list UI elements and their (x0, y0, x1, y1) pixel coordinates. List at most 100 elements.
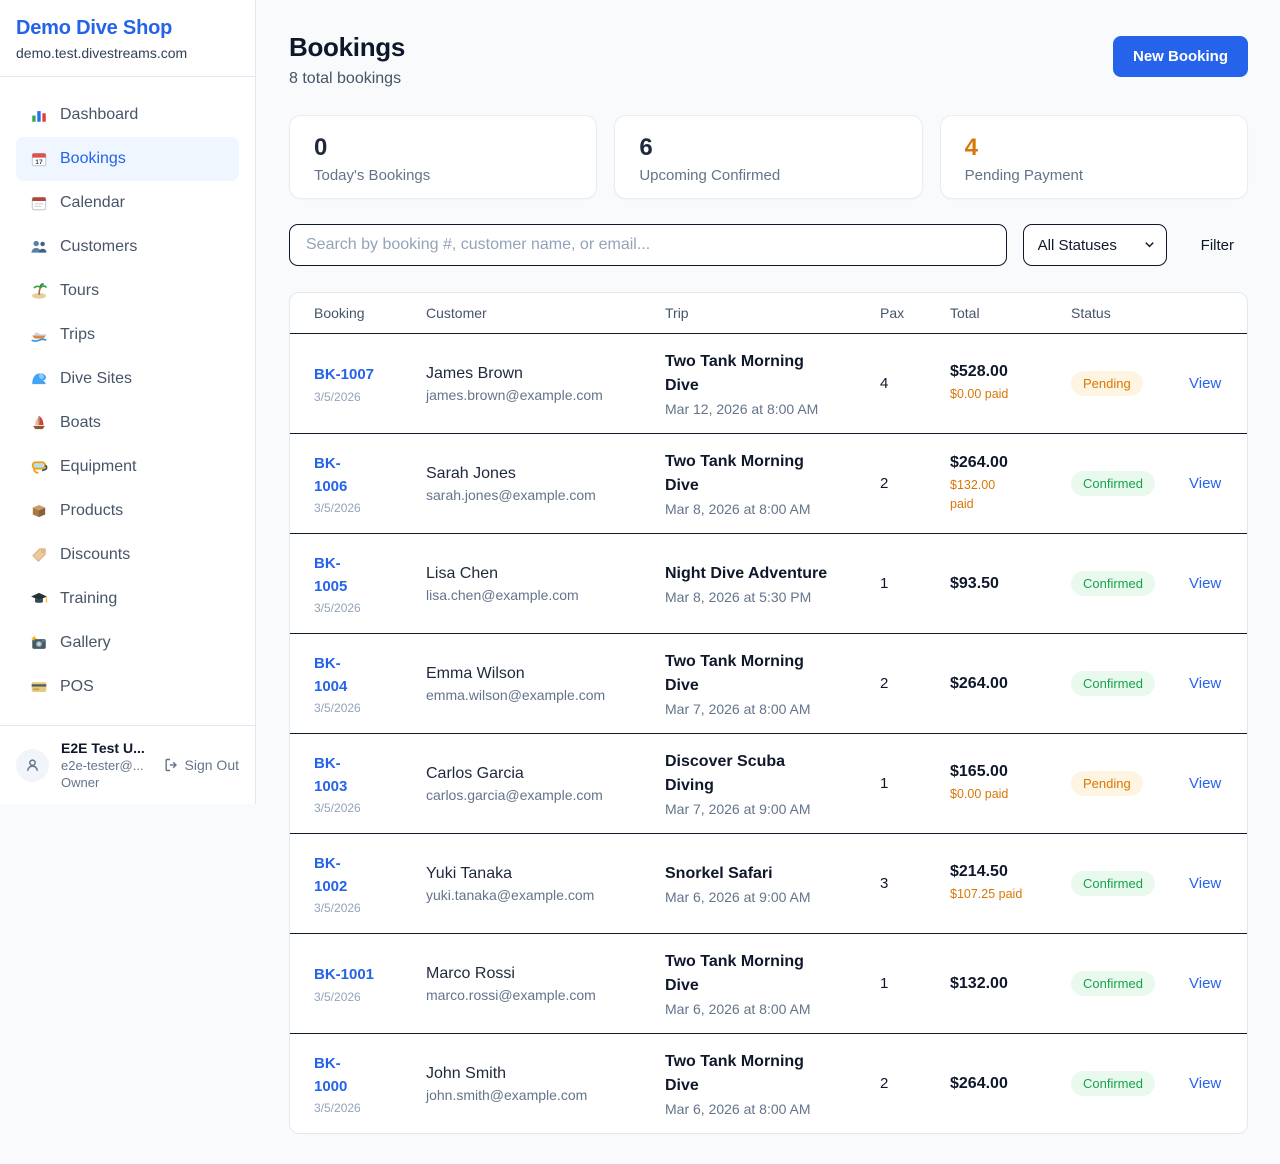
stat-label: Pending Payment (964, 167, 1084, 185)
pax-count: 2 (880, 675, 889, 692)
user-email: e2e-tester@... (61, 758, 144, 773)
booking-date: 3/5/2026 (314, 901, 361, 916)
booking-id-link[interactable]: BK- 1004 (314, 654, 348, 695)
training-icon (30, 590, 48, 608)
avatar (16, 748, 49, 782)
pax-count: 1 (880, 775, 889, 792)
sidebar-item-label: Discounts (60, 546, 131, 563)
table-row: BK- 1004 3/5/2026 Emma Wilson emma.wilso… (290, 633, 1247, 733)
trips-icon (30, 326, 48, 344)
sidebar-item-pos[interactable]: POS (16, 665, 239, 709)
customer-email: carlos.garcia@example.com (426, 786, 603, 803)
status-select[interactable]: All Statuses (1022, 224, 1167, 266)
table-row: BK- 1000 3/5/2026 John Smith john.smith@… (290, 1033, 1247, 1133)
sidebar-item-customers[interactable]: Customers (16, 225, 239, 269)
view-link[interactable]: View (1189, 374, 1222, 392)
view-link[interactable]: View (1189, 574, 1222, 592)
filter-row: All Statuses Filter (289, 224, 1248, 266)
customer-name: Carlos Garcia (426, 764, 524, 782)
trip-name: Two Tank Morning Dive (665, 653, 804, 694)
total-amount: $264.00 (950, 454, 1008, 472)
booking-id-link[interactable]: BK- 1003 (314, 754, 348, 795)
gallery-icon (30, 634, 48, 652)
sidebar-item-training[interactable]: Training (16, 577, 239, 621)
trip-datetime: Mar 7, 2026 at 9:00 AM (665, 801, 811, 817)
status-select-wrap: All Statuses (1022, 224, 1167, 266)
sidebar-item-calendar[interactable]: Calendar (16, 181, 239, 225)
col-header-customer: Customer (426, 305, 487, 321)
stat-value: 4 (964, 134, 979, 161)
col-header-trip: Trip (665, 305, 689, 321)
customer-name: Emma Wilson (426, 664, 525, 682)
booking-id-link[interactable]: BK- 1002 (314, 854, 348, 895)
view-link[interactable]: View (1189, 974, 1222, 992)
sidebar-item-label: POS (60, 678, 94, 695)
pax-count: 1 (880, 975, 889, 992)
brand-domain: demo.test.divestreams.com (16, 45, 188, 61)
status-badge: Confirmed (1071, 971, 1155, 996)
view-link[interactable]: View (1189, 774, 1222, 792)
brand-block: Demo Dive Shop demo.test.divestreams.com (0, 0, 255, 77)
products-icon (30, 502, 48, 520)
search-input[interactable] (289, 224, 1007, 266)
sidebar-item-label: Boats (60, 414, 101, 431)
col-header-total: Total (950, 305, 980, 321)
customer-email: john.smith@example.com (426, 1086, 588, 1103)
sidebar-item-dive-sites[interactable]: Dive Sites (16, 357, 239, 401)
col-header-status: Status (1071, 305, 1111, 321)
sidebar-item-discounts[interactable]: Discounts (16, 533, 239, 577)
calendar-icon (30, 194, 48, 212)
sidebar-item-dashboard[interactable]: Dashboard (16, 93, 239, 137)
tours-icon (30, 282, 48, 300)
sidebar-item-products[interactable]: Products (16, 489, 239, 533)
sidebar-item-label: Customers (60, 238, 138, 255)
sidebar-item-equipment[interactable]: Equipment (16, 445, 239, 489)
sidebar-item-tours[interactable]: Tours (16, 269, 239, 313)
page-header: Bookings 8 total bookings New Booking (289, 32, 1248, 88)
customer-email: emma.wilson@example.com (426, 686, 606, 703)
filter-button[interactable]: Filter (1183, 237, 1248, 254)
booking-id-link[interactable]: BK-1007 (314, 366, 375, 384)
sidebar-item-bookings[interactable]: Bookings (16, 137, 239, 181)
stat-value: 0 (314, 134, 328, 161)
sidebar: Demo Dive Shop demo.test.divestreams.com… (0, 0, 256, 804)
stat-label: Today's Bookings (314, 167, 431, 185)
status-badge: Pending (1071, 371, 1143, 396)
pax-count: 2 (880, 475, 889, 492)
view-link[interactable]: View (1189, 874, 1222, 892)
user-icon (24, 757, 41, 774)
trip-name: Two Tank Morning Dive (665, 953, 804, 994)
view-link[interactable]: View (1189, 474, 1222, 492)
sidebar-item-label: Training (60, 590, 118, 607)
sidebar-item-trips[interactable]: Trips (16, 313, 239, 357)
paid-amount: $132.00 paid (950, 478, 996, 511)
sidebar-item-boats[interactable]: Boats (16, 401, 239, 445)
booking-id-link[interactable]: BK- 1006 (314, 454, 348, 495)
sign-out-button[interactable]: Sign Out (163, 757, 239, 773)
booking-date: 3/5/2026 (314, 801, 361, 816)
table-header-row: Booking Customer Trip Pax Total Status (290, 293, 1247, 333)
view-link[interactable]: View (1189, 1074, 1222, 1092)
new-booking-button[interactable]: New Booking (1112, 36, 1248, 77)
status-badge: Pending (1071, 771, 1143, 796)
total-amount: $264.00 (950, 1074, 1008, 1092)
total-amount: $264.00 (950, 674, 1008, 692)
status-badge: Confirmed (1071, 671, 1155, 696)
sidebar-item-gallery[interactable]: Gallery (16, 621, 239, 665)
user-section: E2E Test U... e2e-tester@... Owner Sign … (0, 725, 255, 804)
dive-sites-icon (30, 370, 48, 388)
sidebar-item-label: Trips (60, 326, 95, 343)
sidebar-item-label: Dive Sites (60, 370, 133, 387)
booking-id-link[interactable]: BK- 1000 (314, 1054, 348, 1095)
booking-id-link[interactable]: BK-1001 (314, 966, 375, 984)
sidebar-nav: Dashboard Bookings Calendar Customers To… (0, 77, 255, 725)
trip-datetime: Mar 8, 2026 at 5:30 PM (665, 589, 812, 605)
trip-name: Two Tank Morning Dive (665, 453, 804, 494)
customer-email: sarah.jones@example.com (426, 486, 596, 503)
view-link[interactable]: View (1189, 674, 1222, 692)
booking-id-link[interactable]: BK- 1005 (314, 554, 348, 595)
boats-icon (30, 414, 48, 432)
paid-amount: $0.00 paid (950, 787, 1009, 802)
table-row: BK- 1005 3/5/2026 Lisa Chen lisa.chen@ex… (290, 533, 1247, 633)
brand-name: Demo Dive Shop (16, 17, 173, 39)
